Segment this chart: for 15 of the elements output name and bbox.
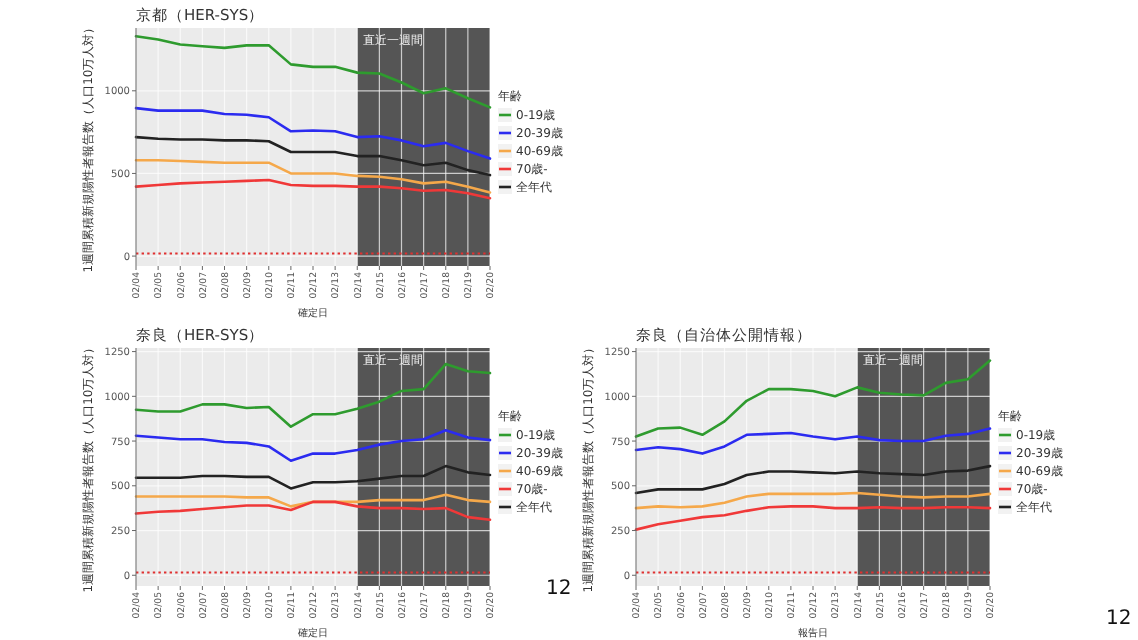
line-series xyxy=(134,158,492,194)
line-series xyxy=(134,178,492,200)
line-series xyxy=(634,427,992,455)
line-series xyxy=(634,464,992,495)
line-series xyxy=(134,135,492,177)
line-series xyxy=(634,491,992,510)
line-series xyxy=(134,464,492,490)
line-series xyxy=(134,34,492,109)
text: 12 xyxy=(546,578,572,600)
line-series xyxy=(134,362,492,429)
line-series xyxy=(134,106,492,160)
line-series xyxy=(634,505,992,531)
line-series xyxy=(134,500,492,522)
line-series xyxy=(134,429,492,463)
text: 12 xyxy=(1106,608,1132,630)
